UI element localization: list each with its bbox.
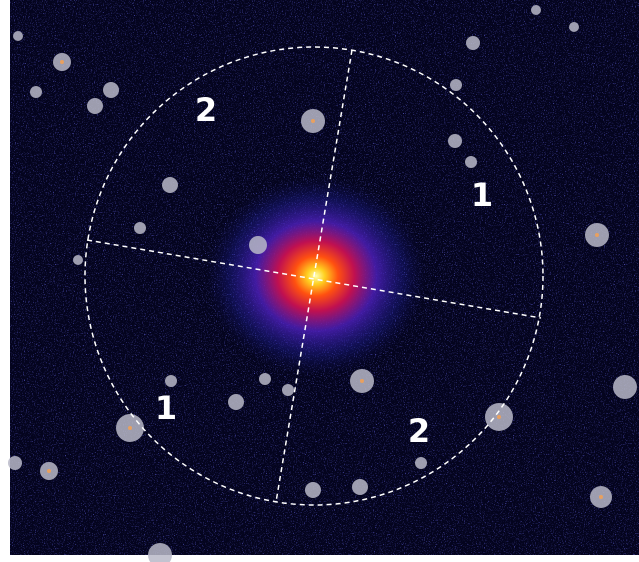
x-ray-image: 2 1 1 2 [0,0,639,562]
cluster-emission [206,176,426,376]
region-label: 1 [471,176,493,214]
region-label: 2 [195,91,217,129]
region-label: 1 [155,389,177,427]
region-label: 2 [408,412,430,450]
page: 2 1 1 2 (() => { const data = JSON.parse… [0,0,639,562]
